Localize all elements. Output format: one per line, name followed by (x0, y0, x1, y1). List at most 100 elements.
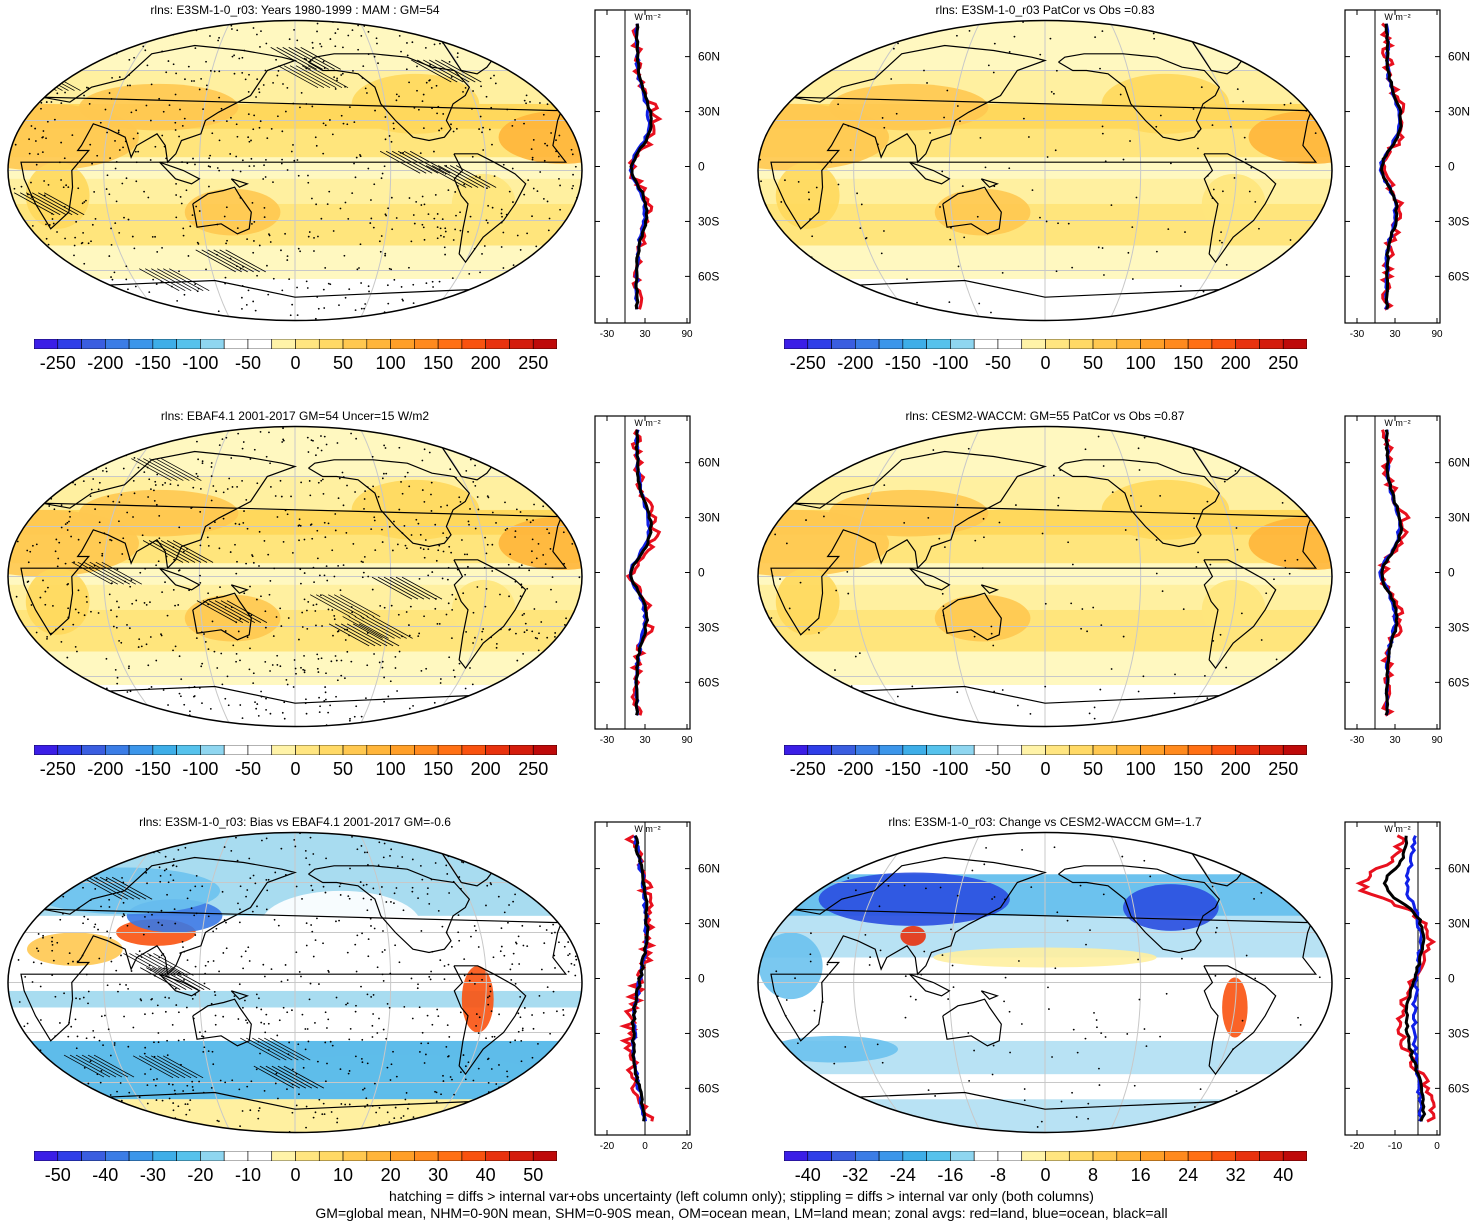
colorbar-swatch (997, 745, 1023, 755)
colorbar-tick-label: 50 (1083, 353, 1104, 373)
colorbar-swatch (926, 745, 951, 755)
colorbar-tick-label: 250 (1268, 353, 1299, 373)
zonal-x-tick-label: 0 (1434, 1141, 1440, 1152)
colorbar-swatch (807, 339, 832, 349)
colorbar-swatch (831, 745, 856, 755)
colorbar-swatch (414, 1151, 439, 1161)
colorbar-tick-label: 100 (1125, 353, 1156, 373)
colorbar-tick-label: 8 (1088, 1165, 1099, 1185)
global-map (7, 19, 583, 322)
colorbar-swatch (295, 745, 320, 755)
zonal-x-tick-label: 30 (639, 735, 651, 746)
zonal-x-tick-label: 20 (681, 1141, 693, 1152)
colorbar-swatch (1045, 339, 1070, 349)
colorbar-swatch (878, 1151, 904, 1161)
colorbar-swatch (366, 745, 391, 755)
lat-tick-label: 30S (1448, 214, 1469, 228)
colorbar-tick-label: -50 (984, 353, 1011, 373)
colorbar-swatch (81, 1151, 106, 1161)
colorbar-swatch (437, 339, 463, 349)
colorbar-swatch (1092, 1151, 1118, 1161)
colorbar-tick-label: 200 (470, 353, 501, 373)
lat-tick-label: 30N (698, 105, 720, 119)
colorbar-swatch (200, 1151, 225, 1161)
zonal-mean-plot: W m⁻² 60N 30N 0 30S 60S -30 30 90 (594, 9, 720, 340)
colorbar-tick-label: 16 (1130, 1165, 1151, 1185)
zonal-x-tick-label: 0 (642, 1141, 648, 1152)
colorbar-tick-label: -150 (884, 759, 921, 779)
global-map (757, 831, 1333, 1134)
colorbar-tick-label: 50 (333, 759, 354, 779)
colorbar-swatch (1211, 339, 1236, 349)
colorbar-tick-label: 0 (290, 353, 301, 373)
colorbar-swatch (1140, 1151, 1165, 1161)
colorbar-swatch (831, 1151, 856, 1161)
colorbar-swatch (509, 745, 534, 755)
colorbar-swatch (485, 339, 510, 349)
colorbar-tick-label: 250 (1268, 759, 1299, 779)
colorbar-swatch (34, 745, 59, 755)
colorbar-swatch (34, 339, 59, 349)
colorbar-swatch (295, 1151, 320, 1161)
colorbar-swatch (1045, 745, 1070, 755)
colorbar-swatch (437, 1151, 463, 1161)
colorbar-swatch (973, 1151, 999, 1161)
colorbar-swatches (784, 745, 1307, 755)
colorbar-tick-label: 150 (423, 353, 454, 373)
colorbar-swatch (414, 745, 439, 755)
colorbar-swatch (1045, 1151, 1070, 1161)
colorbar-tick-label: 50 (523, 1165, 544, 1185)
zonal-unit-label: W m⁻² (634, 418, 660, 428)
colorbar-swatch (485, 745, 510, 755)
colorbar-swatch (366, 339, 391, 349)
colorbar-swatches (784, 339, 1307, 349)
colorbar-swatch (1068, 745, 1094, 755)
colorbar-swatch (414, 339, 439, 349)
zonal-mean-plot: W m⁻² 60N 30N 0 30S 60S -30 30 90 (1344, 9, 1470, 340)
colorbar-tick-label: 250 (518, 353, 549, 373)
colorbar-swatch (950, 339, 975, 349)
colorbar-swatch (1187, 745, 1213, 755)
colorbar-swatch (1282, 339, 1307, 349)
lat-tick-label: 60N (698, 862, 720, 876)
colorbar-swatch (855, 1151, 880, 1161)
colorbar-swatch (532, 1151, 557, 1161)
colorbar-tick-label: -8 (989, 1165, 1006, 1185)
colorbar-swatch (390, 339, 415, 349)
colorbar-swatch (57, 339, 82, 349)
panel-title: rlns: E3SM-1-0_r03: Change vs CESM2-WACC… (888, 815, 1202, 829)
zonal-x-tick-label: 30 (1389, 329, 1401, 340)
colorbar-swatch (318, 745, 344, 755)
lat-tick-label: 0 (1448, 160, 1455, 174)
lat-tick-label: 60N (1448, 50, 1470, 64)
colorbar-tick-label: 10 (333, 1165, 354, 1185)
footer-line-1: hatching = diffs > internal var+obs unce… (389, 1188, 1094, 1204)
lat-tick-label: 30N (1448, 917, 1470, 931)
colorbar-tick-label: 200 (1220, 353, 1251, 373)
colorbar-swatch (532, 339, 557, 349)
colorbar: -250 -200 -150 -100 -50 0 50 100 150 200 250 (34, 745, 557, 785)
colorbar-swatch (1092, 339, 1118, 349)
global-map (757, 19, 1333, 322)
zonal-x-tick-label: -30 (1350, 329, 1365, 340)
panel-title: rlns: EBAF4.1 2001-2017 GM=54 Uncer=15 W… (160, 409, 430, 423)
lat-tick-label: 60S (698, 675, 719, 689)
lat-tick-label: 30S (698, 620, 719, 634)
zonal-x-tick-label: -20 (1350, 1141, 1365, 1152)
colorbar-swatch (1092, 745, 1118, 755)
colorbar-swatch (105, 745, 130, 755)
colorbar-tick-label: -250 (39, 759, 76, 779)
colorbar-swatch (926, 1151, 951, 1161)
colorbar-swatch (105, 339, 130, 349)
global-map (757, 425, 1333, 728)
colorbar-swatch (152, 339, 177, 349)
colorbar-tick-label: 250 (518, 759, 549, 779)
colorbar-tick-label: 24 (1178, 1165, 1199, 1185)
lat-tick-label: 60S (698, 1081, 719, 1095)
colorbar-swatch (509, 339, 534, 349)
colorbar-swatch (1235, 339, 1260, 349)
colorbar-swatch (342, 1151, 368, 1161)
lat-tick-label: 30S (698, 1026, 719, 1040)
colorbar-tick-label: 200 (470, 759, 501, 779)
colorbar-tick-label: -50 (44, 1165, 71, 1185)
